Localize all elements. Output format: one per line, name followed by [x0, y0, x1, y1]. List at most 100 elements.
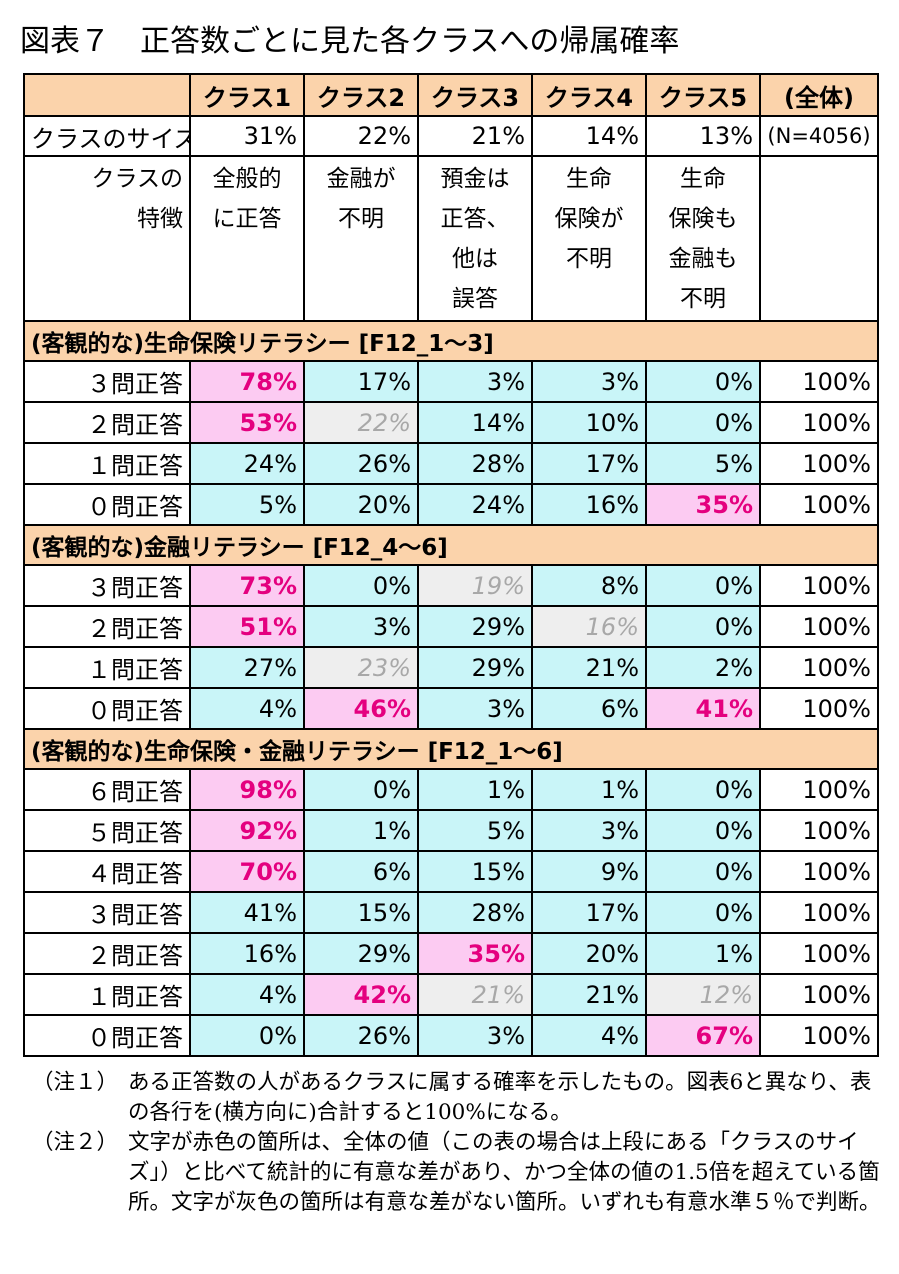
- probability-cell: 1%: [417, 768, 533, 811]
- probability-cell: 19%: [417, 564, 533, 607]
- probability-cell: 73%: [189, 564, 305, 607]
- class-feature-text: 金融が 不明: [326, 166, 396, 232]
- probability-cell: 15%: [417, 850, 533, 893]
- row-label: ４問正答: [23, 850, 191, 893]
- row-total: 100%: [759, 891, 879, 934]
- probability-cell: 24%: [417, 483, 533, 526]
- row-label: ５問正答: [23, 809, 191, 852]
- class-feature-row: クラスの 特徴 全般的 に正答 金融が 不明 預金は 正答、 他は 誤答 生命 …: [23, 155, 879, 322]
- probability-cell: 3%: [417, 360, 533, 403]
- probability-cell: 27%: [189, 646, 305, 689]
- header-class-5: クラス5: [645, 73, 761, 117]
- row-total: 100%: [759, 932, 879, 975]
- table-row: １問正答 4% 42% 21% 21% 12% 100%: [23, 973, 879, 1016]
- figure-title: 図表７ 正答数ごとに見た各クラスへの帰属確率: [20, 24, 680, 59]
- probability-cell: 29%: [303, 932, 419, 975]
- probability-cell: 21%: [417, 973, 533, 1016]
- footnote-label: （注２）: [32, 1130, 119, 1155]
- probability-table: クラス1 クラス2 クラス3 クラス4 クラス5 (全体) クラスのサイズ 31…: [23, 73, 879, 1057]
- probability-cell: 28%: [417, 442, 533, 485]
- probability-cell: 0%: [189, 1014, 305, 1057]
- probability-cell: 26%: [303, 1014, 419, 1057]
- probability-cell: 0%: [645, 809, 761, 852]
- header-class-3: クラス3: [417, 73, 533, 117]
- probability-cell: 9%: [531, 850, 647, 893]
- probability-cell: 4%: [531, 1014, 647, 1057]
- probability-cell: 3%: [417, 687, 533, 730]
- class-size-row: クラスのサイズ 31% 22% 21% 14% 13% (N=4056): [23, 115, 879, 157]
- header-total: (全体): [759, 73, 879, 117]
- row-label: ３問正答: [23, 891, 191, 934]
- row-total: 100%: [759, 973, 879, 1016]
- sample-size: (N=4056): [759, 115, 879, 157]
- row-total: 100%: [759, 768, 879, 811]
- probability-cell: 0%: [645, 564, 761, 607]
- class-size-label: クラスのサイズ: [23, 115, 191, 157]
- probability-cell: 3%: [531, 809, 647, 852]
- class-feature-label-cell: クラスの 特徴: [23, 155, 191, 322]
- header-class-1: クラス1: [189, 73, 305, 117]
- class-size-value: 21%: [417, 115, 533, 157]
- probability-cell: 70%: [189, 850, 305, 893]
- probability-cell: 0%: [645, 768, 761, 811]
- class-size-value: 14%: [531, 115, 647, 157]
- footnote-text: 文字が赤色の箇所は、全体の値（この表の場合は上段にある「クラスのサイズ」）と比べ…: [128, 1130, 881, 1215]
- probability-cell: 15%: [303, 891, 419, 934]
- probability-cell: 35%: [417, 932, 533, 975]
- probability-cell: 21%: [531, 646, 647, 689]
- probability-cell: 78%: [189, 360, 305, 403]
- probability-cell: 10%: [531, 401, 647, 444]
- table-row: ４問正答 70% 6% 15% 9% 0% 100%: [23, 850, 879, 893]
- class-feature-cell: 生命 保険が 不明: [531, 155, 647, 322]
- row-total: 100%: [759, 1014, 879, 1057]
- probability-cell: 1%: [645, 932, 761, 975]
- probability-cell: 24%: [189, 442, 305, 485]
- row-label: ２問正答: [23, 605, 191, 648]
- probability-cell: 5%: [189, 483, 305, 526]
- class-feature-text: 全般的 に正答: [212, 166, 282, 232]
- footnote-1: （注１） ある正答数の人があるクラスに属する確率を示したもの。図表6と異なり、表…: [32, 1068, 882, 1128]
- class-size-value: 22%: [303, 115, 419, 157]
- probability-cell: 8%: [531, 564, 647, 607]
- probability-cell: 21%: [531, 973, 647, 1016]
- class-feature-text: 預金は 正答、 他は 誤答: [440, 166, 510, 312]
- class-feature-cell: 全般的 に正答: [189, 155, 305, 322]
- probability-cell: 22%: [303, 401, 419, 444]
- section-title: (客観的な)生命保険リテラシー [F12_1～3]: [23, 320, 879, 362]
- probability-cell: 23%: [303, 646, 419, 689]
- row-label: ３問正答: [23, 564, 191, 607]
- probability-cell: 41%: [645, 687, 761, 730]
- row-label: ２問正答: [23, 932, 191, 975]
- probability-cell: 16%: [531, 483, 647, 526]
- probability-cell: 5%: [417, 809, 533, 852]
- probability-cell: 20%: [531, 932, 647, 975]
- footnote-2: （注２） 文字が赤色の箇所は、全体の値（この表の場合は上段にある「クラスのサイズ…: [32, 1128, 882, 1218]
- section-header-row: (客観的な)生命保険・金融リテラシー [F12_1～6]: [23, 728, 879, 770]
- probability-cell: 46%: [303, 687, 419, 730]
- row-total: 100%: [759, 564, 879, 607]
- probability-cell: 4%: [189, 973, 305, 1016]
- table-row: ０問正答 0% 26% 3% 4% 67% 100%: [23, 1014, 879, 1057]
- table-row: ２問正答 16% 29% 35% 20% 1% 100%: [23, 932, 879, 975]
- probability-cell: 92%: [189, 809, 305, 852]
- row-label: ２問正答: [23, 401, 191, 444]
- row-label: １問正答: [23, 646, 191, 689]
- table-row: ０問正答 4% 46% 3% 6% 41% 100%: [23, 687, 879, 730]
- probability-cell: 16%: [189, 932, 305, 975]
- row-total: 100%: [759, 483, 879, 526]
- probability-cell: 1%: [531, 768, 647, 811]
- class-feature-cell: 預金は 正答、 他は 誤答: [417, 155, 533, 322]
- row-label: １問正答: [23, 442, 191, 485]
- probability-cell: 0%: [303, 564, 419, 607]
- probability-cell: 2%: [645, 646, 761, 689]
- class-feature-text: 生命 保険も 金融も 不明: [668, 166, 738, 312]
- row-label: １問正答: [23, 973, 191, 1016]
- probability-cell: 29%: [417, 646, 533, 689]
- section-title: (客観的な)生命保険・金融リテラシー [F12_1～6]: [23, 728, 879, 770]
- class-feature-label: クラスの 特徴: [91, 166, 183, 232]
- table-row: ６問正答 98% 0% 1% 1% 0% 100%: [23, 768, 879, 811]
- row-total: 100%: [759, 442, 879, 485]
- row-total: 100%: [759, 401, 879, 444]
- table-row: １問正答 24% 26% 28% 17% 5% 100%: [23, 442, 879, 485]
- section-header-row: (客観的な)金融リテラシー [F12_4～6]: [23, 524, 879, 566]
